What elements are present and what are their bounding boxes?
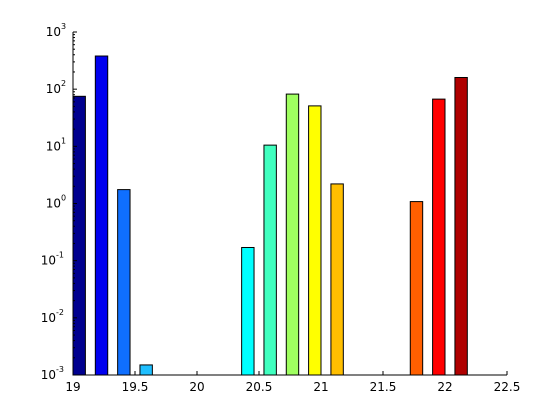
y-tick-label: 10 <box>41 311 56 325</box>
bar-11 <box>432 98 446 376</box>
bar-7 <box>285 93 300 376</box>
y-tick-exponent: -3 <box>56 365 64 374</box>
y-tick-label: 10 <box>41 254 56 268</box>
y-tick-exponent: -1 <box>56 251 64 260</box>
bar-1 <box>72 95 86 376</box>
x-tick-label: 22.5 <box>494 380 521 394</box>
bars-group <box>72 55 468 376</box>
y-tick-label: 10 <box>46 25 61 39</box>
bar-3 <box>117 189 131 376</box>
bar-12 <box>454 76 468 376</box>
bar-5 <box>241 246 255 376</box>
y-tick-label: 10 <box>46 139 61 153</box>
axes-group: 19 19.5 20 20.5 21 21.5 22 22.510-310-210-110 01… <box>41 22 521 394</box>
y-tick-exponent: -2 <box>56 308 64 317</box>
x-tick-label: 20.5 <box>246 380 273 394</box>
x-tick-label: 19.5 <box>122 380 149 394</box>
y-tick-exponent: 1 <box>61 136 66 145</box>
x-tick-label: 21 <box>313 380 328 394</box>
y-tick-exponent: 3 <box>61 22 66 31</box>
bar-8 <box>308 105 322 376</box>
y-tick-label: 10 <box>46 82 61 96</box>
y-tick-exponent: 2 <box>61 79 66 88</box>
x-tick-label: 21.5 <box>370 380 397 394</box>
y-tick-exponent: 0 <box>61 194 66 203</box>
y-tick-label: 10 <box>41 368 56 382</box>
x-tick-label: 19 <box>65 380 80 394</box>
x-tick-label: 22 <box>437 380 452 394</box>
bar-9 <box>330 183 344 376</box>
bar-2 <box>94 55 109 376</box>
y-tick-label: 10 <box>46 197 61 211</box>
bar-4 <box>139 364 153 376</box>
bar-6 <box>263 144 277 376</box>
x-tick-label: 20 <box>189 380 204 394</box>
bar-10 <box>409 201 424 376</box>
